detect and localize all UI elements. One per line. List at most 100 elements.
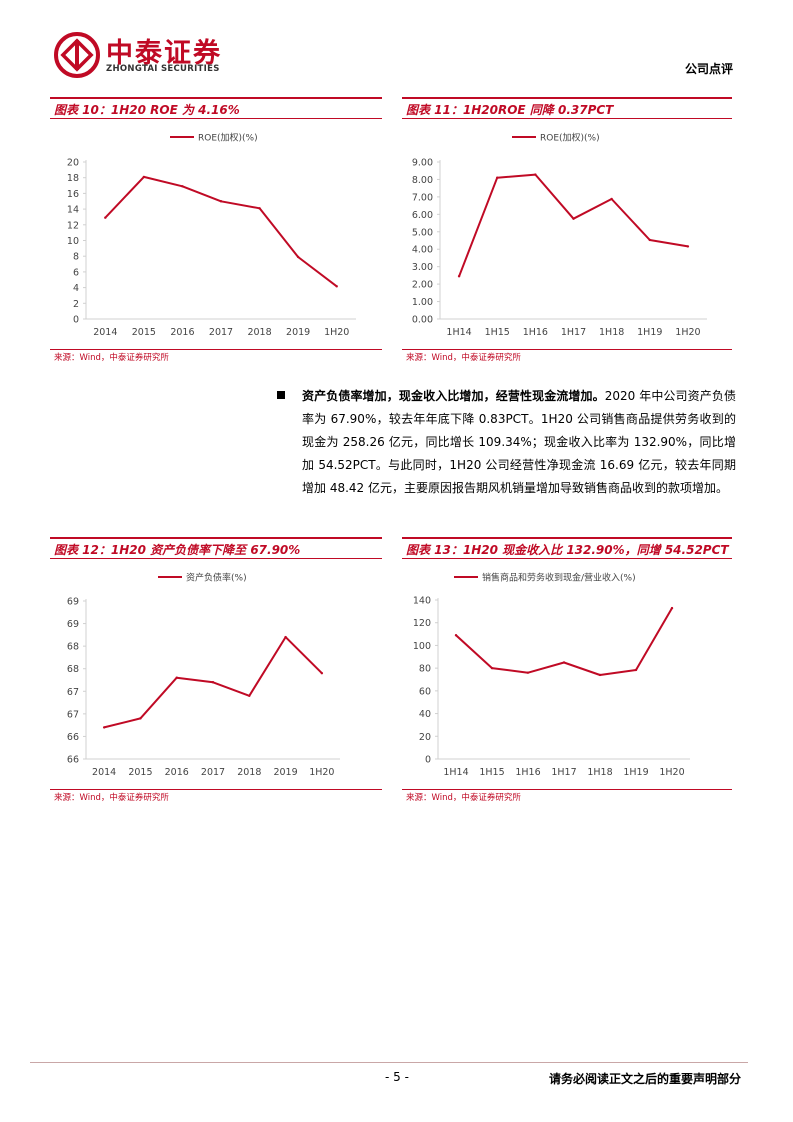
paragraph-text: 2020 年中公司资产负债率为 67.90%，较去年年底下降 0.83PCT。1… (302, 389, 736, 495)
data-point (610, 197, 613, 201)
y-tick-label: 69 (67, 619, 79, 630)
data-point (320, 672, 324, 675)
y-tick-label: 5.00 (412, 227, 433, 238)
company-name-cn: 中泰证券 (106, 38, 222, 69)
legend-label: 资产负债率(%) (186, 572, 247, 584)
data-point (526, 671, 530, 674)
body-paragraph: 资产负债率增加，现金收入比增加，经营性现金流增加。2020 年中公司资产负债率为… (302, 385, 736, 500)
data-point (496, 176, 499, 179)
data-point (686, 245, 690, 248)
figure-10-title: 图表 10：1H20 ROE 为 4.16% (50, 97, 382, 119)
paragraph-lead: 资产负债率增加，现金收入比增加，经营性现金流增加。 (302, 389, 605, 403)
x-tick-label: 1H19 (637, 327, 662, 338)
data-point (211, 681, 215, 684)
y-tick-label: 69 (67, 597, 79, 608)
y-tick-label: 1.00 (412, 297, 433, 308)
x-tick-label: 1H20 (324, 327, 349, 338)
figure-11-chart: 0.00 1.00 2.00 3.00 4.00 5.00 6.00 7.00 8.00 9.00… (412, 132, 707, 338)
x-tick-label: 1H14 (443, 767, 468, 778)
x-tick-label: 1H17 (551, 767, 576, 778)
legend-label: ROE(加权)(%) (198, 132, 258, 144)
y-tick-label: 8 (73, 252, 79, 263)
page-number: - 5 - (385, 1070, 409, 1084)
x-tick-label: 2019 (273, 767, 297, 778)
x-tick-label: 2016 (165, 767, 189, 778)
y-tick-label: 16 (67, 189, 79, 200)
y-tick-label: 120 (413, 618, 431, 629)
x-tick-label: 1H15 (479, 767, 504, 778)
x-tick-label: 2017 (201, 767, 225, 778)
x-tick-label: 1H16 (515, 767, 540, 778)
y-tick-label: 6 (73, 267, 79, 278)
x-tick-label: 2017 (209, 327, 233, 338)
y-tick-label: 0 (73, 315, 79, 326)
y-tick-label: 14 (67, 205, 79, 216)
data-point (572, 217, 575, 220)
y-tick-label: 67 (67, 687, 79, 698)
data-point (670, 606, 674, 610)
x-tick-label: 1H17 (561, 327, 586, 338)
y-tick-label: 8.00 (412, 175, 433, 186)
data-point (284, 635, 287, 639)
data-point (104, 216, 107, 219)
x-tick-label: 1H18 (599, 327, 624, 338)
data-point (534, 173, 537, 176)
y-tick-label: 80 (419, 664, 431, 675)
y-tick-label: 12 (67, 220, 79, 231)
figure-11-title: 图表 11：1H20ROE 同降 0.37PCT (402, 97, 732, 119)
x-tick-label: 2018 (247, 327, 271, 338)
y-tick-label: 140 (413, 596, 431, 607)
x-tick-label: 2014 (93, 327, 117, 338)
data-point (102, 726, 106, 729)
y-tick-label: 66 (67, 755, 79, 766)
x-tick-label: 1H20 (659, 767, 684, 778)
y-tick-label: 4.00 (412, 245, 433, 256)
figure-12-source: 来源：Wind，中泰证券研究所 (50, 789, 382, 805)
x-tick-label: 1H14 (446, 327, 471, 338)
y-tick-label: 6.00 (412, 210, 433, 221)
y-tick-label: 3.00 (412, 262, 433, 273)
data-point (598, 673, 602, 677)
data-point (181, 185, 184, 188)
y-tick-label: 66 (67, 732, 79, 743)
series-line (104, 175, 338, 288)
footer-rule (30, 1062, 748, 1063)
figure-13-chart: 0 20 40 60 80 100 120 140 1H14 1H15 1H16 1H17 1H18 1H… (413, 572, 690, 778)
data-point (142, 175, 146, 179)
figure-13-title: 图表 13：1H20 现金收入比 132.90%，同增 54.52PCT (402, 537, 732, 559)
y-tick-label: 7.00 (412, 192, 433, 203)
figure-13-source: 来源：Wind，中泰证券研究所 (402, 789, 732, 805)
data-point (219, 200, 223, 203)
y-tick-label: 10 (67, 236, 79, 247)
company-name-en: ZHONGTAI SECURITIES (106, 64, 220, 74)
y-tick-label: 9.00 (412, 158, 433, 169)
x-tick-label: 1H20 (309, 767, 334, 778)
data-point (258, 207, 261, 210)
series-line (458, 173, 689, 277)
data-point (648, 238, 651, 242)
document-type: 公司点评 (684, 62, 733, 76)
y-tick-label: 0.00 (412, 315, 433, 326)
y-tick-label: 2.00 (412, 280, 433, 291)
x-tick-label: 1H16 (523, 327, 548, 338)
figure-11-source: 来源：Wind，中泰证券研究所 (402, 349, 732, 365)
data-point (248, 694, 251, 697)
y-tick-label: 68 (67, 664, 79, 675)
figure-10-source: 来源：Wind，中泰证券研究所 (50, 349, 382, 365)
y-tick-label: 0 (425, 755, 431, 766)
y-tick-label: 67 (67, 709, 79, 720)
legend-label: ROE(加权)(%) (540, 132, 600, 144)
figure-12-chart: 66 66 67 67 68 68 69 69 2014 2015 2016 2017 2018 2019… (67, 572, 340, 778)
x-tick-label: 2019 (286, 327, 310, 338)
x-tick-label: 2018 (237, 767, 261, 778)
legend-label: 销售商品和劳务收到现金/营业收入(%) (482, 572, 636, 584)
y-tick-label: 100 (413, 641, 431, 652)
y-tick-label: 68 (67, 642, 79, 653)
figure-10-chart: 0 2 4 6 8 10 12 14 16 18 20 2014 2015 2016 2017 2018 201… (67, 132, 356, 338)
x-tick-label: 2015 (128, 767, 152, 778)
figure-12-title: 图表 12：1H20 资产负债率下降至 67.90% (50, 537, 382, 559)
x-tick-label: 1H15 (485, 327, 510, 338)
bullet-icon (277, 391, 285, 399)
data-point (454, 634, 458, 637)
data-point (175, 676, 178, 679)
